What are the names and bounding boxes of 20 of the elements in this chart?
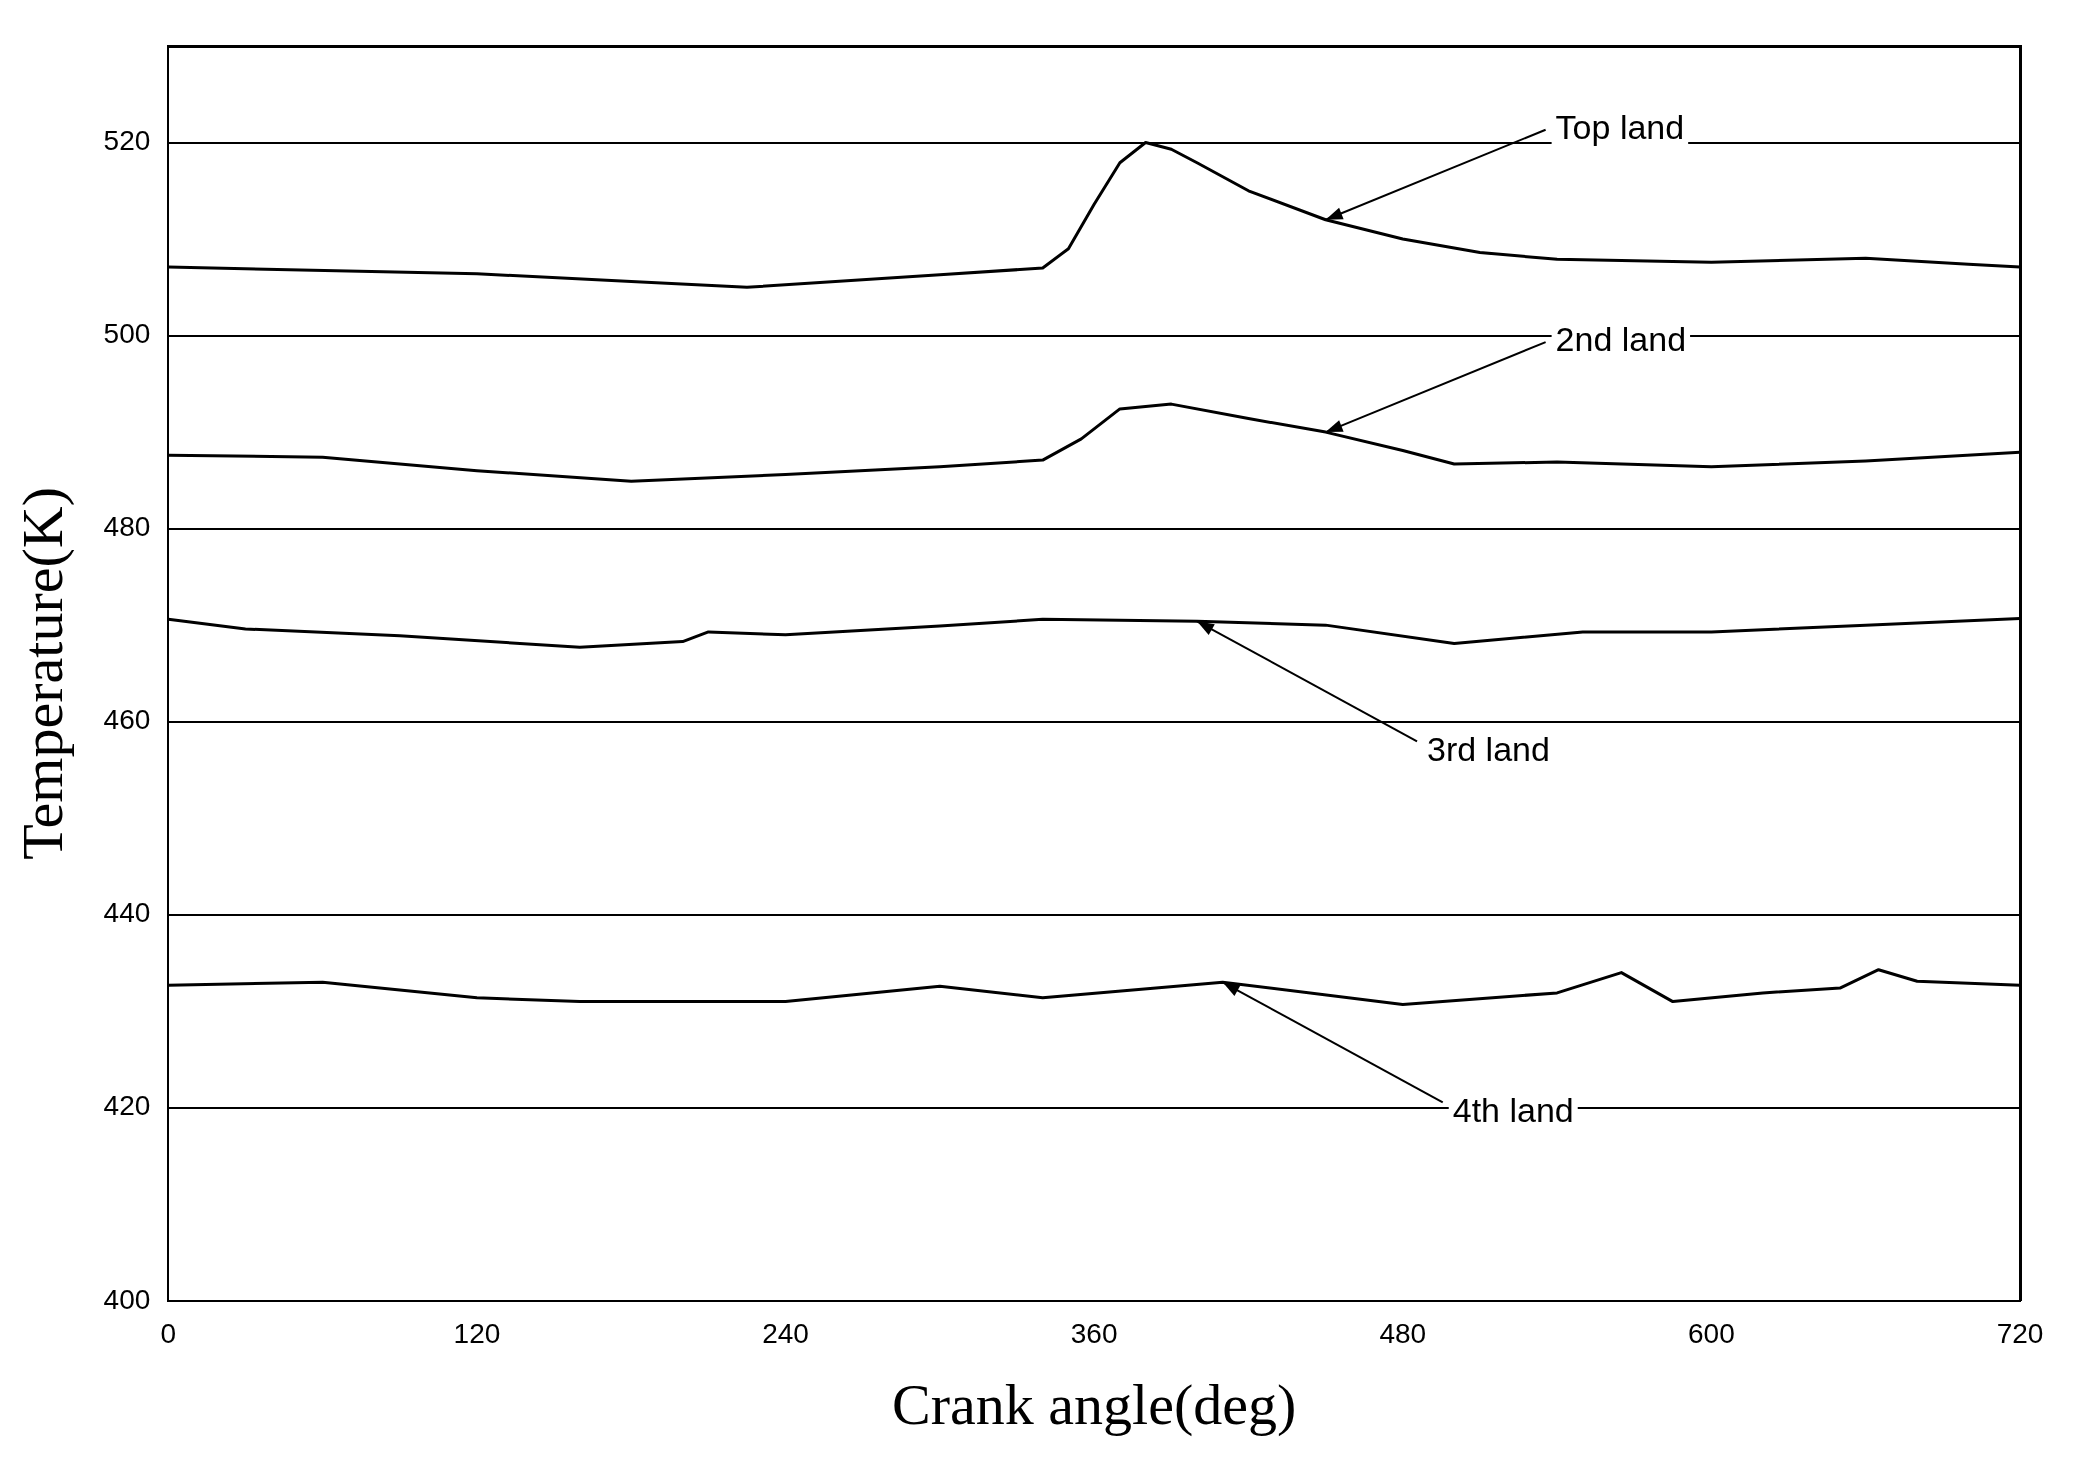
x-tick-label: 240 <box>762 1318 809 1350</box>
annotation: 3rd land <box>1427 729 1550 768</box>
x-tick-label: 120 <box>453 1318 501 1350</box>
y-axis-title: Temperature(K) <box>10 487 76 860</box>
x-tick-label: 0 <box>160 1318 177 1350</box>
x-tick-label: 720 <box>1996 1318 2044 1350</box>
y-tick-label: 440 <box>103 897 151 929</box>
y-tick-label: 460 <box>103 704 151 736</box>
y-tick-label: 420 <box>103 1090 151 1122</box>
y-tick-label: 400 <box>103 1283 151 1315</box>
annotation: 4th land <box>1452 1090 1574 1129</box>
y-tick-label: 500 <box>103 318 151 350</box>
annotation: Top land <box>1555 108 1685 147</box>
y-tick-label: 480 <box>103 511 151 543</box>
x-axis-title: Crank angle(deg) <box>892 1372 1297 1438</box>
x-tick-label: 600 <box>1688 1318 1735 1350</box>
y-tick-label: 520 <box>103 125 151 157</box>
annotation: 2nd land <box>1555 320 1687 359</box>
x-tick-label: 480 <box>1379 1318 1427 1350</box>
x-tick-label: 360 <box>1070 1318 1118 1350</box>
